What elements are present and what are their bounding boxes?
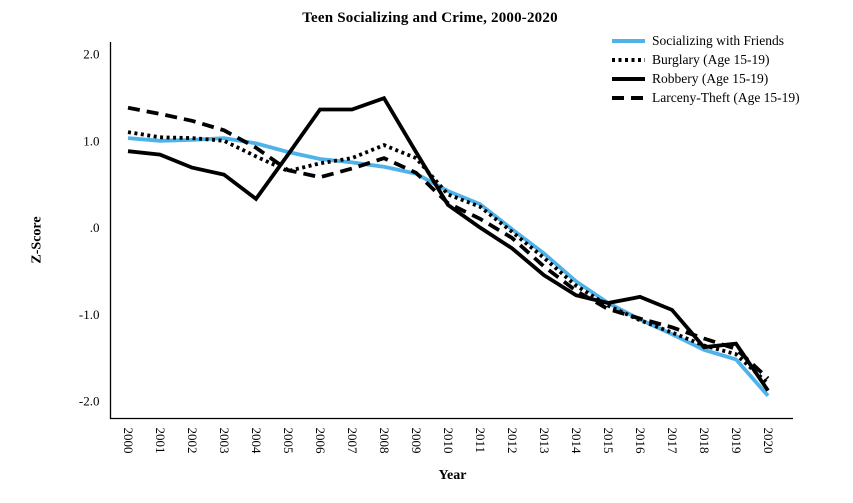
x-tick-label: 2019 xyxy=(729,428,744,454)
x-tick-label: 2014 xyxy=(569,428,584,455)
x-tick-label: 2017 xyxy=(665,428,680,455)
legend-line-sample xyxy=(612,58,645,62)
x-tick-label: 2006 xyxy=(313,428,328,455)
series-line-2 xyxy=(127,95,770,392)
x-tick-label: 2013 xyxy=(537,428,552,454)
legend-label: Burglary (Age 15-19) xyxy=(652,52,770,67)
legend-item-3: Larceny-Theft (Age 15-19) xyxy=(612,90,800,106)
y-tick-label: 2.0 xyxy=(83,47,99,62)
legend-line-sample xyxy=(612,96,645,100)
x-tick-label: 2009 xyxy=(409,428,424,454)
x-tick-label: 2008 xyxy=(377,428,392,454)
legend-label: Robbery (Age 15-19) xyxy=(652,71,769,86)
series-line-3 xyxy=(127,105,770,380)
x-axis-title: Year xyxy=(438,468,467,483)
x-tick-label: 2010 xyxy=(441,428,456,454)
legend-label: Larceny-Theft (Age 15-19) xyxy=(652,90,800,105)
y-tick-label: -1.0 xyxy=(79,307,100,322)
x-tick-label: 2018 xyxy=(697,428,712,454)
x-tick-label: 2002 xyxy=(185,428,200,454)
x-tick-label: 2020 xyxy=(761,428,776,454)
legend-item-0: Socializing with Friends xyxy=(612,33,800,49)
x-tick-label: 2015 xyxy=(601,428,616,454)
legend-line-sample xyxy=(612,77,645,81)
legend-item-1: Burglary (Age 15-19) xyxy=(612,52,800,68)
y-tick-label: .0 xyxy=(90,220,100,235)
x-tick-label: 2001 xyxy=(153,428,168,454)
chart-title: Teen Socializing and Crime, 2000-2020 xyxy=(302,10,558,26)
legend: Socializing with Friends Burglary (Age 15… xyxy=(612,33,800,106)
legend-line-sample xyxy=(612,39,645,43)
y-tick-label: -2.0 xyxy=(79,394,100,409)
y-tick-label: 1.0 xyxy=(83,133,99,148)
series-line-1 xyxy=(127,130,770,385)
y-axis-title: Z-Score xyxy=(29,216,45,264)
x-tick-label: 2011 xyxy=(473,428,488,454)
x-tick-label: 2000 xyxy=(121,428,136,454)
x-tick-label: 2016 xyxy=(633,428,648,455)
legend-item-2: Robbery (Age 15-19) xyxy=(612,71,800,87)
x-tick-label: 2003 xyxy=(217,428,232,454)
x-tick-label: 2007 xyxy=(345,428,360,455)
x-tick-label: 2004 xyxy=(249,428,264,455)
x-tick-label: 2012 xyxy=(505,428,520,454)
legend-label: Socializing with Friends xyxy=(652,33,784,48)
x-tick-label: 2005 xyxy=(281,428,296,454)
